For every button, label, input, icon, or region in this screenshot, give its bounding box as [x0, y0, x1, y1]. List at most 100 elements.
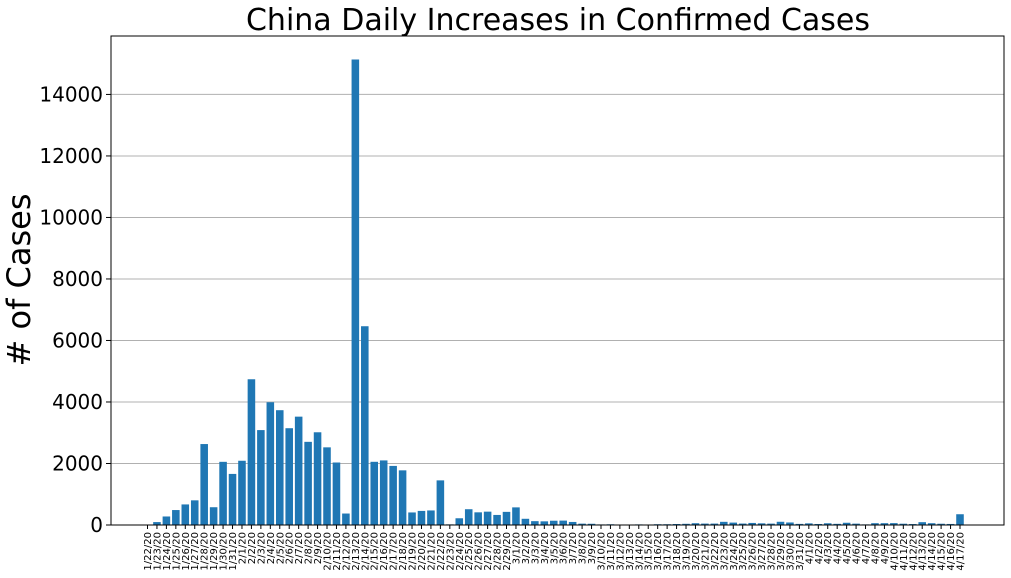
x-tick-label: 4/12/20 [908, 532, 919, 571]
bar [927, 523, 936, 525]
bar [899, 523, 908, 525]
x-tick-label: 4/10/20 [889, 532, 900, 571]
bar [946, 523, 955, 525]
x-tick-label: 2/12/20 [341, 532, 352, 571]
x-tick-label: 4/5/20 [842, 532, 853, 564]
x-tick-label: 3/8/20 [578, 532, 589, 564]
bar [427, 510, 435, 525]
x-tick-label: 4/11/20 [899, 532, 910, 571]
x-tick-label: 1/26/20 [181, 532, 192, 571]
bar [190, 500, 199, 525]
bar [398, 470, 407, 525]
x-tick-label: 3/9/20 [587, 532, 598, 564]
y-axis-label: # of Cases [0, 194, 38, 367]
bar [181, 504, 190, 525]
x-tick-label: 2/4/20 [266, 532, 277, 564]
x-tick-label: 2/8/20 [304, 532, 315, 564]
x-tick-label: 2/17/20 [389, 532, 400, 571]
x-tick-label: 2/13/20 [351, 532, 362, 571]
bar [833, 523, 841, 525]
bar [720, 521, 728, 525]
x-tick-label: 3/27/20 [757, 532, 768, 571]
x-tick-label: 3/23/20 [719, 532, 730, 571]
bar [342, 513, 350, 525]
x-tick-label: 1/27/20 [190, 532, 201, 571]
x-tick-label: 2/25/20 [464, 532, 475, 571]
x-tick-label: 3/18/20 [672, 532, 683, 571]
bar [351, 59, 360, 525]
bar [521, 518, 530, 525]
x-tick-label: 3/15/20 [644, 532, 655, 571]
x-tick-label: 2/14/20 [360, 532, 371, 571]
bar [219, 461, 227, 525]
bar [823, 523, 832, 525]
bar [323, 447, 331, 525]
bars [153, 59, 964, 525]
bar [313, 432, 322, 525]
bar [455, 518, 464, 525]
bar [842, 522, 851, 525]
y-tick-label: 6000 [52, 328, 103, 352]
bar [332, 462, 341, 525]
bar [266, 402, 275, 525]
bar [247, 379, 256, 525]
x-tick-label: 4/6/20 [852, 532, 863, 564]
x-tick-label: 4/15/20 [937, 532, 948, 571]
x-tick-label: 3/26/20 [748, 532, 759, 571]
bar [748, 522, 756, 525]
x-tick-label: 3/13/20 [625, 532, 636, 571]
bar [786, 522, 794, 525]
chart-title: China Daily Increases in Confirmed Cases [246, 3, 870, 38]
bar [361, 326, 369, 525]
x-tick-label: 2/15/20 [370, 532, 381, 571]
bar [852, 523, 860, 525]
x-tick-label: 4/13/20 [918, 532, 929, 571]
bar [691, 523, 700, 525]
x-tick-label: 1/28/20 [200, 532, 211, 571]
bar [257, 430, 265, 525]
x-tick-label: 3/10/20 [596, 532, 607, 571]
bar [493, 514, 501, 525]
bar [757, 523, 766, 525]
y-tick-label: 10000 [39, 205, 103, 229]
bar [729, 522, 738, 525]
bar [436, 480, 445, 525]
bar [483, 511, 492, 525]
bar [549, 520, 558, 525]
bar [172, 510, 180, 525]
x-tick-label: 2/18/20 [398, 532, 409, 571]
x-tick-label: 1/31/20 [228, 532, 239, 571]
x-tick-label: 4/16/20 [946, 532, 957, 571]
bar [370, 461, 379, 525]
bar [417, 510, 426, 525]
x-tick-label: 3/21/20 [700, 532, 711, 571]
bar [512, 507, 520, 525]
x-tick-label: 3/24/20 [729, 532, 740, 571]
bar [502, 511, 511, 525]
bar [294, 416, 303, 525]
x-tick-label: 2/16/20 [379, 532, 390, 571]
bar [474, 512, 482, 525]
x-tick-label: 3/6/20 [559, 532, 570, 564]
x-tick-label: 1/24/20 [162, 532, 173, 571]
y-tick-label: 2000 [52, 451, 103, 475]
bar [918, 522, 926, 525]
bar [682, 523, 690, 525]
x-tick-label: 3/17/20 [663, 532, 674, 571]
bar [805, 523, 813, 525]
x-tick-label: 1/22/20 [143, 532, 154, 571]
bar [814, 523, 823, 525]
x-tick-label: 4/14/20 [927, 532, 938, 571]
bar [578, 523, 586, 525]
x-tick-label: 4/2/20 [814, 532, 825, 564]
x-tick-label: 1/29/20 [209, 532, 220, 571]
x-tick-label: 4/1/20 [804, 532, 815, 564]
x-tick-label: 2/22/20 [436, 532, 447, 571]
y-axis-ticks: 0 2000 4000 6000 8000 10000 12000 14000 [39, 82, 111, 537]
x-tick-label: 4/7/20 [861, 532, 872, 564]
x-tick-label: 2/29/20 [502, 532, 513, 571]
x-tick-label: 3/7/20 [568, 532, 579, 564]
x-tick-label: 2/27/20 [483, 532, 494, 571]
x-tick-label: 1/23/20 [152, 532, 163, 571]
